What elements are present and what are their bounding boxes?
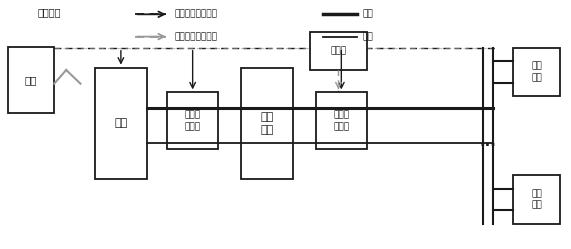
Bar — [167, 92, 218, 149]
Bar — [513, 175, 560, 224]
Text: 停电故障: 停电故障 — [38, 7, 61, 17]
Text: ...: ... — [479, 134, 496, 149]
Text: 电网: 电网 — [25, 75, 37, 85]
Text: 电能（正常供电）: 电能（正常供电） — [174, 10, 218, 19]
Text: 热泵: 热泵 — [114, 118, 127, 128]
Bar — [513, 48, 560, 96]
Bar — [95, 67, 147, 179]
Bar — [241, 67, 293, 179]
Text: 热网循
环水泵: 热网循 环水泵 — [333, 110, 349, 131]
Text: 热泵循
环水泵: 热泵循 环水泵 — [184, 110, 201, 131]
Text: 供水: 供水 — [363, 10, 373, 19]
Bar — [310, 32, 367, 70]
Text: 散热
设备: 散热 设备 — [532, 189, 542, 210]
Text: 散热
设备: 散热 设备 — [532, 62, 542, 82]
Bar — [7, 47, 54, 113]
Text: 回水: 回水 — [363, 32, 373, 41]
Bar — [316, 92, 367, 149]
Text: 蓄电池: 蓄电池 — [331, 46, 347, 55]
Text: 蓄热
水筱: 蓄热 水筱 — [260, 112, 274, 135]
Text: 电能（故障停电）: 电能（故障停电） — [174, 32, 218, 41]
